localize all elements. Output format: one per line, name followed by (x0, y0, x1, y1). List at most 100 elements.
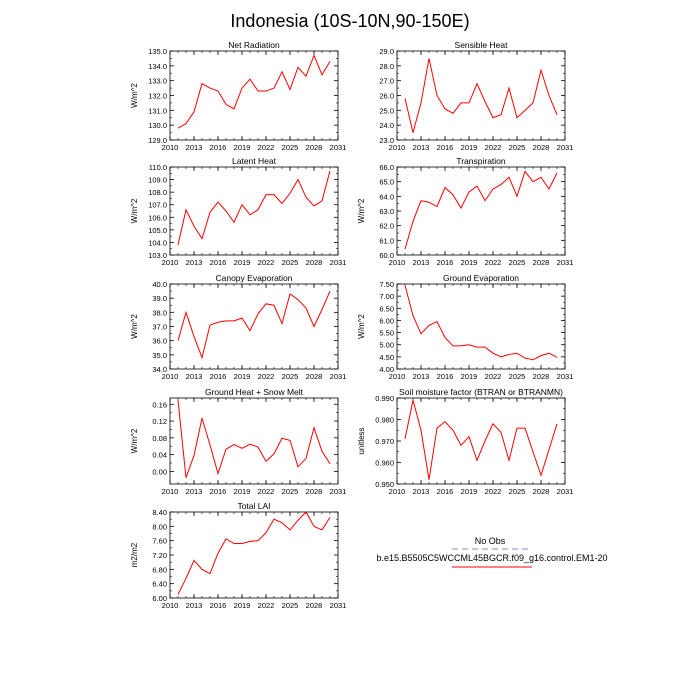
x-tick-label: 2028 (306, 372, 323, 381)
x-tick-label: 2013 (413, 372, 430, 381)
panel-2: Sensible Heat 2010 2013 2016 2019 2022 2025 202… (379, 40, 573, 152)
y-tick-label: 6.00 (152, 594, 167, 603)
x-tick-label: 2028 (306, 601, 323, 610)
x-tick-label: 2022 (258, 143, 275, 152)
x-tick-label: 2022 (258, 372, 275, 381)
panel-title: Transpiration (456, 156, 506, 166)
x-tick-label: 2022 (258, 601, 275, 610)
x-tick-label: 2022 (485, 258, 502, 267)
y-tick-label: 37.0 (152, 323, 167, 332)
x-tick-label: 2016 (210, 601, 227, 610)
x-tick-label: 2031 (330, 143, 347, 152)
y-tick-label: 64.0 (379, 192, 394, 201)
y-tick-label: 130.0 (148, 121, 167, 130)
x-tick-label: 2028 (306, 258, 323, 267)
x-tick-label: 2031 (557, 258, 574, 267)
series-line (177, 400, 331, 478)
y-tick-label: 0.960 (375, 459, 394, 468)
x-tick-label: 2028 (533, 258, 550, 267)
y-tick-label: 110.0 (149, 163, 167, 172)
y-tick-label: 8.40 (152, 508, 167, 517)
x-tick-label: 2031 (330, 601, 347, 610)
y-tick-label: 0.980 (375, 416, 394, 425)
x-tick-label: 2010 (162, 258, 179, 267)
series-line (177, 511, 331, 595)
x-tick-label: 2013 (186, 601, 203, 610)
y-tick-label: 108.0 (148, 188, 167, 197)
x-tick-label: 2025 (282, 601, 299, 610)
x-tick-label: 2031 (557, 487, 574, 496)
x-tick-label: 2031 (330, 487, 347, 496)
figure-title: Indonesia (10S-10N,90-150E) (230, 11, 469, 31)
y-tick-label: 132.0 (148, 92, 167, 101)
plot-frame (396, 166, 566, 256)
plot-frame (169, 283, 339, 370)
x-tick-label: 2019 (461, 143, 478, 152)
panel-title: Canopy Evaporation (215, 273, 292, 283)
plot-frame (169, 50, 339, 141)
y-tick-label: 0.12 (152, 417, 167, 426)
x-tick-label: 2022 (485, 372, 502, 381)
y-tick-label: 0.04 (152, 451, 167, 460)
x-tick-label: 2010 (162, 143, 179, 152)
series-line (404, 285, 558, 361)
y-tick-label: 0.990 (375, 394, 394, 403)
y-tick-label: 24.0 (379, 121, 394, 130)
y-tick-label: 0.950 (375, 480, 394, 489)
x-tick-label: 2028 (533, 372, 550, 381)
y-tick-label: 0.08 (152, 434, 167, 443)
x-tick-label: 2028 (306, 487, 323, 496)
y-tick-label: 38.0 (152, 308, 167, 317)
x-tick-label: 2016 (210, 372, 227, 381)
y-tick-label: 34.0 (152, 365, 167, 374)
y-tick-label: 107.0 (148, 201, 167, 210)
x-tick-label: 2013 (186, 143, 203, 152)
panel-title: Ground Heat + Snow Melt (205, 387, 304, 397)
x-tick-label: 2028 (533, 143, 550, 152)
x-tick-label: 2013 (186, 487, 203, 496)
x-tick-label: 2010 (389, 258, 406, 267)
y-tick-label: 0.16 (152, 400, 167, 409)
y-tick-label: 6.50 (379, 304, 394, 313)
y-tick-label: 109.0 (148, 176, 167, 185)
panel-8: Soil moisture factor (BTRAN or BTRANMN) 2… (357, 387, 573, 496)
series-line (404, 400, 558, 480)
y-tick-label: 106.0 (148, 213, 167, 222)
panel-3: Latent Heat 2010 2013 2016 2019 2022 2025 2028 2… (130, 156, 346, 267)
x-tick-label: 2025 (282, 372, 299, 381)
y-axis-label: W/m^2 (130, 314, 139, 339)
panel-title: Ground Evaporation (443, 273, 519, 283)
x-tick-label: 2022 (258, 487, 275, 496)
y-tick-label: 8.00 (152, 522, 167, 531)
panel-6: Ground Evaporation 2010 2013 2016 2019 2022 20… (357, 273, 573, 381)
x-tick-label: 2019 (461, 258, 478, 267)
x-tick-label: 2010 (389, 143, 406, 152)
y-axis-label: m2/m2 (130, 542, 139, 567)
y-tick-label: 104.0 (148, 238, 167, 247)
y-tick-label: 66.0 (379, 163, 394, 172)
panel-title: Total LAI (237, 501, 270, 511)
x-tick-label: 2025 (282, 487, 299, 496)
x-tick-label: 2010 (162, 601, 179, 610)
y-tick-label: 23.0 (379, 136, 394, 145)
y-tick-label: 134.0 (148, 62, 167, 71)
y-tick-label: 0.970 (375, 437, 394, 446)
x-tick-label: 2013 (413, 258, 430, 267)
y-tick-label: 7.50 (379, 280, 394, 289)
legend: No Obs b.e15.B5505C5WCCML45BGCR.f09_g16.… (376, 536, 608, 568)
y-axis-label: W/m^2 (130, 198, 139, 223)
x-tick-label: 2031 (557, 143, 574, 152)
series-line (177, 54, 331, 129)
x-tick-label: 2016 (210, 487, 227, 496)
y-tick-label: 7.00 (379, 292, 394, 301)
y-tick-label: 5.50 (379, 329, 394, 338)
y-tick-label: 29.0 (379, 47, 394, 56)
x-tick-label: 2022 (485, 487, 502, 496)
x-tick-label: 2013 (413, 143, 430, 152)
x-tick-label: 2025 (509, 487, 526, 496)
x-tick-label: 2010 (162, 372, 179, 381)
x-tick-label: 2010 (389, 372, 406, 381)
x-tick-label: 2019 (234, 372, 251, 381)
x-tick-label: 2019 (234, 601, 251, 610)
x-tick-label: 2025 (282, 143, 299, 152)
